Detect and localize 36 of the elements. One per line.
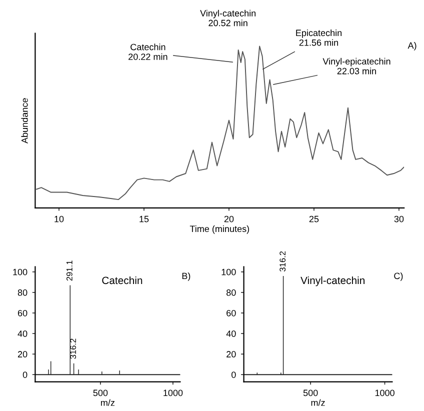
annotation: Vinyl-epicatechin 22.03 min: [322, 58, 390, 74]
x-tick-label: 10: [54, 216, 64, 222]
annotation: 291.1: [66, 260, 72, 281]
x-tick-label: 30: [394, 216, 404, 222]
y-tick-label: 20: [226, 351, 236, 358]
annotation: Catechin 20.22 min: [128, 44, 168, 60]
y-tick-label: 0: [231, 372, 236, 378]
text: Vinyl-catechin: [300, 276, 364, 286]
x-tick-label: 1000: [375, 390, 394, 396]
x-tick-label: 500: [303, 390, 318, 396]
annotation: Epicatechin 21.56 min: [296, 29, 342, 46]
text: B): [182, 272, 190, 281]
x-tick-label: 1000: [164, 390, 183, 396]
x-axis-title: m/z: [101, 399, 115, 406]
text: C): [394, 272, 403, 281]
text: Catechin: [102, 276, 142, 284]
y-tick-label: 80: [226, 289, 236, 296]
x-axis-title: Time (minutes): [190, 225, 249, 234]
y-tick-label: 60: [226, 310, 236, 316]
y-tick-label: 40: [18, 330, 28, 337]
y-tick-label: 80: [18, 289, 28, 296]
y-tick-label: 60: [18, 310, 28, 316]
y-tick-label: 0: [22, 372, 28, 378]
x-axis-title: m/z: [311, 399, 325, 406]
y-axis-title: Abundance: [21, 98, 28, 144]
annotation: Vinyl-catechin 20.52 min: [200, 10, 256, 26]
x-tick-label: 15: [140, 216, 149, 222]
y-tick-label: 40: [226, 330, 236, 337]
x-tick-label: 500: [93, 390, 108, 396]
y-tick-label: 100: [222, 268, 236, 276]
annotation: 316.2: [280, 251, 286, 272]
x-tick-label: 25: [309, 216, 319, 222]
y-tick-label: 20: [18, 351, 28, 358]
y-tick-label: 100: [13, 268, 28, 276]
text: A): [408, 42, 416, 50]
annotation: 316.2: [70, 338, 76, 359]
